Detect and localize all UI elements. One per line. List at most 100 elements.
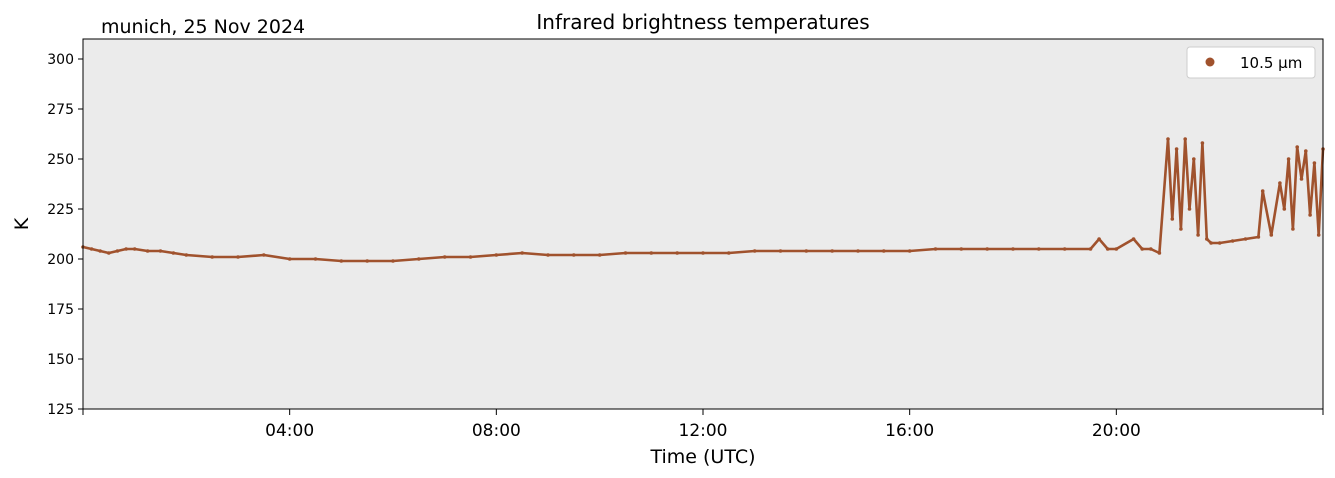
y-tick-label: 150: [47, 352, 74, 368]
data-point: [468, 255, 473, 259]
data-point: [1295, 145, 1299, 149]
data-point: [158, 249, 163, 253]
y-tick-label: 275: [47, 102, 74, 118]
data-point: [1217, 241, 1222, 245]
data-point: [933, 247, 938, 251]
data-point: [882, 249, 886, 253]
y-tick-label: 300: [47, 52, 74, 68]
data-point: [1278, 181, 1282, 185]
data-point: [597, 253, 602, 257]
data-point: [210, 255, 214, 259]
data-point: [1196, 233, 1200, 237]
data-point: [1062, 247, 1067, 251]
data-point: [1304, 149, 1308, 153]
data-point: [494, 253, 499, 257]
x-tick-label: 04:00: [265, 421, 314, 441]
legend-marker: [1205, 57, 1215, 67]
data-point: [365, 259, 370, 263]
y-tick-label: 125: [47, 402, 74, 418]
data-point: [1200, 141, 1205, 145]
data-point: [1192, 157, 1196, 161]
data-point: [856, 249, 860, 253]
x-tick-label: 20:00: [1092, 421, 1141, 441]
legend-box: [1186, 46, 1316, 79]
data-point: [171, 251, 176, 255]
data-point: [89, 247, 94, 251]
data-point: [572, 253, 576, 257]
data-point: [1114, 247, 1119, 251]
data-point: [1140, 247, 1144, 251]
data-point: [236, 255, 240, 259]
chart-title: Infrared brightness temperatures: [536, 10, 869, 34]
data-point: [98, 249, 102, 253]
data-point: [145, 249, 150, 253]
data-point: [1209, 241, 1213, 245]
data-point: [727, 251, 731, 255]
data-point: [1037, 247, 1041, 251]
data-point: [752, 249, 757, 253]
legend-entry: 10.5 µm: [1240, 54, 1302, 72]
data-point: [1243, 237, 1248, 241]
x-tick-label: 16:00: [885, 421, 934, 441]
data-point: [262, 253, 266, 257]
x-tick-label: 08:00: [472, 421, 521, 441]
y-tick-label: 225: [47, 202, 74, 218]
data-point: [1260, 189, 1265, 193]
data-point: [520, 251, 524, 255]
data-point: [287, 257, 292, 261]
data-point: [1269, 233, 1274, 237]
data-point: [985, 247, 989, 251]
data-point: [1170, 217, 1175, 221]
data-point: [830, 249, 834, 253]
plot-background: [83, 39, 1323, 409]
data-point: [959, 247, 964, 251]
data-point: [1157, 251, 1162, 255]
y-tick-label: 250: [47, 152, 74, 168]
data-point: [1011, 247, 1015, 251]
data-point: [184, 253, 189, 257]
data-point: [1174, 147, 1179, 151]
data-point: [1097, 237, 1101, 241]
x-axis-label: Time (UTC): [649, 446, 755, 468]
data-point: [907, 249, 912, 253]
data-point: [804, 249, 809, 253]
data-point: [339, 259, 344, 263]
data-point: [1230, 239, 1235, 243]
data-point: [313, 257, 318, 261]
data-point: [1088, 247, 1093, 251]
data-point: [1316, 233, 1321, 237]
y-axis: 125 150 175 200 225 250 275 300: [47, 52, 83, 418]
data-point: [1291, 227, 1295, 231]
data-layer: [81, 137, 1325, 263]
data-point: [1308, 213, 1312, 217]
data-point: [1131, 237, 1136, 241]
y-tick-label: 175: [47, 302, 74, 318]
data-point: [417, 257, 421, 261]
data-point: [132, 247, 137, 251]
data-point: [1286, 157, 1291, 161]
x-axis: 04:00 08:00 12:00 16:00 20:00: [82, 409, 1324, 441]
data-point: [1149, 247, 1153, 251]
data-point: [1256, 235, 1261, 239]
data-point: [124, 247, 128, 251]
y-axis-label: K: [11, 217, 33, 230]
data-point: [1179, 227, 1183, 231]
data-point: [1183, 137, 1187, 141]
legend: 10.5 µm: [1186, 46, 1316, 79]
data-point: [778, 249, 783, 253]
data-point: [1187, 207, 1192, 211]
data-point: [623, 251, 628, 255]
data-point: [1205, 237, 1209, 241]
data-point: [1282, 207, 1287, 211]
data-point: [1105, 247, 1110, 251]
data-point: [701, 251, 705, 255]
data-point: [546, 253, 550, 257]
data-point: [675, 251, 679, 255]
data-point: [107, 251, 111, 255]
data-point: [1166, 137, 1170, 141]
data-point: [1312, 161, 1317, 165]
data-point: [115, 249, 120, 253]
y-tick-label: 200: [47, 252, 74, 268]
data-point: [442, 255, 447, 259]
